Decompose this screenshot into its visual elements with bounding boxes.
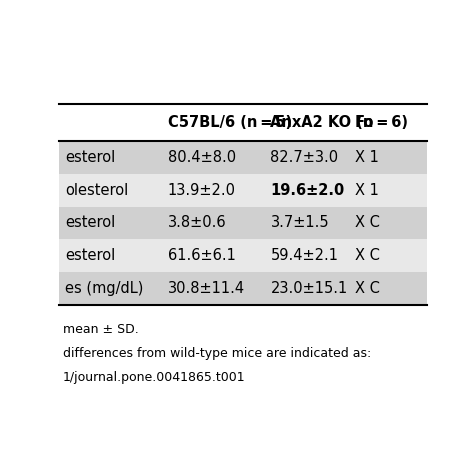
Bar (59, 272, 162, 305)
Text: esterol: esterol (65, 248, 115, 263)
Text: olesterol: olesterol (65, 182, 128, 198)
Bar (265, 272, 349, 305)
Text: esterol: esterol (65, 216, 115, 230)
Text: C57BL/6 (n = 5): C57BL/6 (n = 5) (168, 115, 292, 130)
Bar (349, 239, 427, 272)
Bar (162, 141, 265, 173)
Text: 13.9±2.0: 13.9±2.0 (168, 182, 236, 198)
Bar (59, 104, 162, 141)
Text: 1/journal.pone.0041865.t001: 1/journal.pone.0041865.t001 (63, 371, 246, 384)
Bar (162, 272, 265, 305)
Text: esterol: esterol (65, 150, 115, 165)
Text: 19.6±2.0: 19.6±2.0 (271, 182, 345, 198)
Bar (349, 207, 427, 239)
Text: X C: X C (355, 216, 380, 230)
Bar (162, 239, 265, 272)
Text: 61.6±6.1: 61.6±6.1 (168, 248, 236, 263)
Text: 3.7±1.5: 3.7±1.5 (271, 216, 329, 230)
Bar (59, 173, 162, 207)
Bar (265, 173, 349, 207)
Text: X 1: X 1 (355, 182, 379, 198)
Bar (59, 141, 162, 173)
Bar (162, 104, 265, 141)
Text: mean ± SD.: mean ± SD. (63, 323, 139, 337)
Bar (265, 239, 349, 272)
Bar (349, 104, 427, 141)
Text: X C: X C (355, 248, 380, 263)
Bar (162, 207, 265, 239)
Text: es (mg/dL): es (mg/dL) (65, 281, 143, 296)
Bar (349, 141, 427, 173)
Bar (265, 104, 349, 141)
Text: 3.8±0.6: 3.8±0.6 (168, 216, 226, 230)
Bar (265, 207, 349, 239)
Text: X C: X C (355, 281, 380, 296)
Bar (162, 173, 265, 207)
Bar (265, 141, 349, 173)
Text: 59.4±2.1: 59.4±2.1 (271, 248, 338, 263)
Text: Fo: Fo (355, 115, 374, 130)
Text: AnxA2 KO (n = 6): AnxA2 KO (n = 6) (271, 115, 409, 130)
Bar (349, 173, 427, 207)
Text: 30.8±11.4: 30.8±11.4 (168, 281, 245, 296)
Text: differences from wild-type mice are indicated as:: differences from wild-type mice are indi… (63, 347, 371, 360)
Text: 82.7±3.0: 82.7±3.0 (271, 150, 338, 165)
Bar (349, 272, 427, 305)
Text: X 1: X 1 (355, 150, 379, 165)
Text: 80.4±8.0: 80.4±8.0 (168, 150, 236, 165)
Bar (59, 239, 162, 272)
Text: 23.0±15.1: 23.0±15.1 (271, 281, 348, 296)
Bar (59, 207, 162, 239)
